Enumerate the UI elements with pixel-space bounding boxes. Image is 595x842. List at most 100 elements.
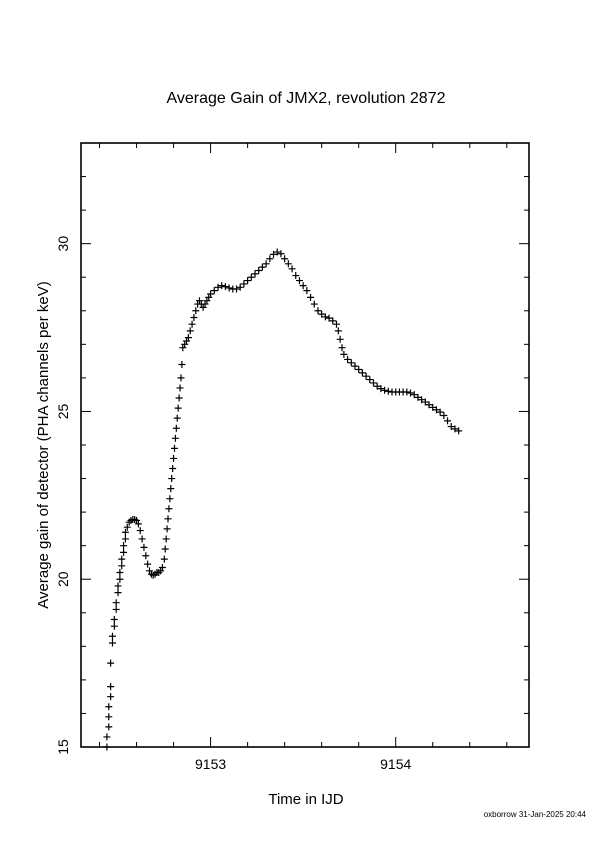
data-point xyxy=(184,334,192,342)
data-point xyxy=(172,424,180,432)
data-point xyxy=(118,555,126,563)
data-point xyxy=(295,277,303,285)
x-axis-label: Time in IJD xyxy=(268,791,343,808)
y-tick-label: 15 xyxy=(55,739,71,755)
data-point xyxy=(351,362,359,370)
data-point xyxy=(214,283,222,291)
data-point xyxy=(188,320,196,328)
data-point xyxy=(281,255,289,263)
data-point xyxy=(284,260,292,268)
data-point xyxy=(255,267,263,275)
plot-frame xyxy=(80,142,530,748)
data-point xyxy=(190,313,198,321)
data-point xyxy=(358,369,366,377)
data-point xyxy=(163,525,171,533)
data-point xyxy=(136,527,144,535)
data-point xyxy=(142,552,150,560)
data-point xyxy=(321,313,329,321)
data-point xyxy=(107,693,115,701)
data-point xyxy=(444,417,452,425)
data-point xyxy=(429,403,437,411)
data-point xyxy=(174,404,182,412)
data-point xyxy=(103,733,111,741)
data-point xyxy=(105,703,113,711)
data-point xyxy=(340,350,348,358)
data-point xyxy=(107,683,115,691)
data-point xyxy=(432,406,440,414)
data-point xyxy=(173,414,181,422)
y-tick-label: 25 xyxy=(55,403,71,419)
data-point xyxy=(366,376,374,384)
data-point xyxy=(355,366,363,373)
data-point xyxy=(334,327,342,335)
x-tick-label: 9153 xyxy=(195,756,226,772)
data-point xyxy=(110,622,118,630)
data-point xyxy=(332,320,340,328)
data-point xyxy=(277,250,285,258)
data-point xyxy=(440,411,448,419)
data-point xyxy=(240,280,248,288)
data-point xyxy=(377,385,385,393)
data-point xyxy=(170,444,178,452)
data-point xyxy=(108,639,116,647)
data-point xyxy=(116,569,124,577)
data-point xyxy=(258,263,266,271)
data-point xyxy=(167,485,175,493)
data-point xyxy=(169,464,177,472)
data-point xyxy=(288,265,296,273)
data-point xyxy=(244,277,252,285)
axis-ticks: 9153 9154 15 20 25 30 xyxy=(55,142,529,772)
data-point xyxy=(112,605,120,613)
data-point xyxy=(121,528,129,536)
data-point xyxy=(105,713,113,721)
data-point xyxy=(407,389,415,397)
data-point xyxy=(105,723,113,731)
x-tick-label: 9154 xyxy=(380,756,411,772)
data-point xyxy=(266,255,274,263)
data-point xyxy=(307,293,315,301)
data-point xyxy=(116,575,124,583)
chart-title: Average Gain of JMX2, revolution 2872 xyxy=(167,90,446,107)
data-point xyxy=(144,560,152,568)
data-point xyxy=(166,495,174,503)
data-point xyxy=(162,535,170,543)
data-point xyxy=(114,582,122,590)
data-point xyxy=(140,543,148,551)
data-point xyxy=(121,535,129,543)
data-point xyxy=(410,391,418,399)
data-point xyxy=(168,475,176,483)
data-point xyxy=(221,283,229,291)
data-point xyxy=(425,401,433,409)
data-point xyxy=(447,423,455,431)
data-point xyxy=(455,427,463,435)
data-point xyxy=(123,523,131,531)
data-point xyxy=(171,434,179,442)
data-point xyxy=(403,388,411,396)
data-point xyxy=(233,285,241,293)
data-point xyxy=(418,396,426,404)
data-point xyxy=(270,250,278,258)
footer-stamp: oxborrow 31-Jan-2025 20:44 xyxy=(484,810,587,819)
data-point xyxy=(369,379,377,387)
y-axis-label: Average gain of detector (PHA channels p… xyxy=(35,281,52,608)
data-point xyxy=(384,387,392,395)
data-point xyxy=(177,374,185,382)
data-point xyxy=(192,307,200,315)
data-point xyxy=(421,398,429,406)
data-point xyxy=(161,545,169,553)
data-point xyxy=(107,659,115,667)
data-point xyxy=(118,562,126,570)
data-point xyxy=(318,310,326,318)
data-point xyxy=(373,382,381,390)
data-point xyxy=(134,520,142,528)
data-point xyxy=(381,386,389,394)
data-point xyxy=(138,535,146,543)
data-point xyxy=(114,589,122,597)
data-point xyxy=(347,359,355,367)
data-point xyxy=(160,555,168,563)
data-point xyxy=(451,425,459,433)
data-point xyxy=(303,287,311,295)
data-point xyxy=(170,454,178,462)
data-point xyxy=(251,270,259,278)
